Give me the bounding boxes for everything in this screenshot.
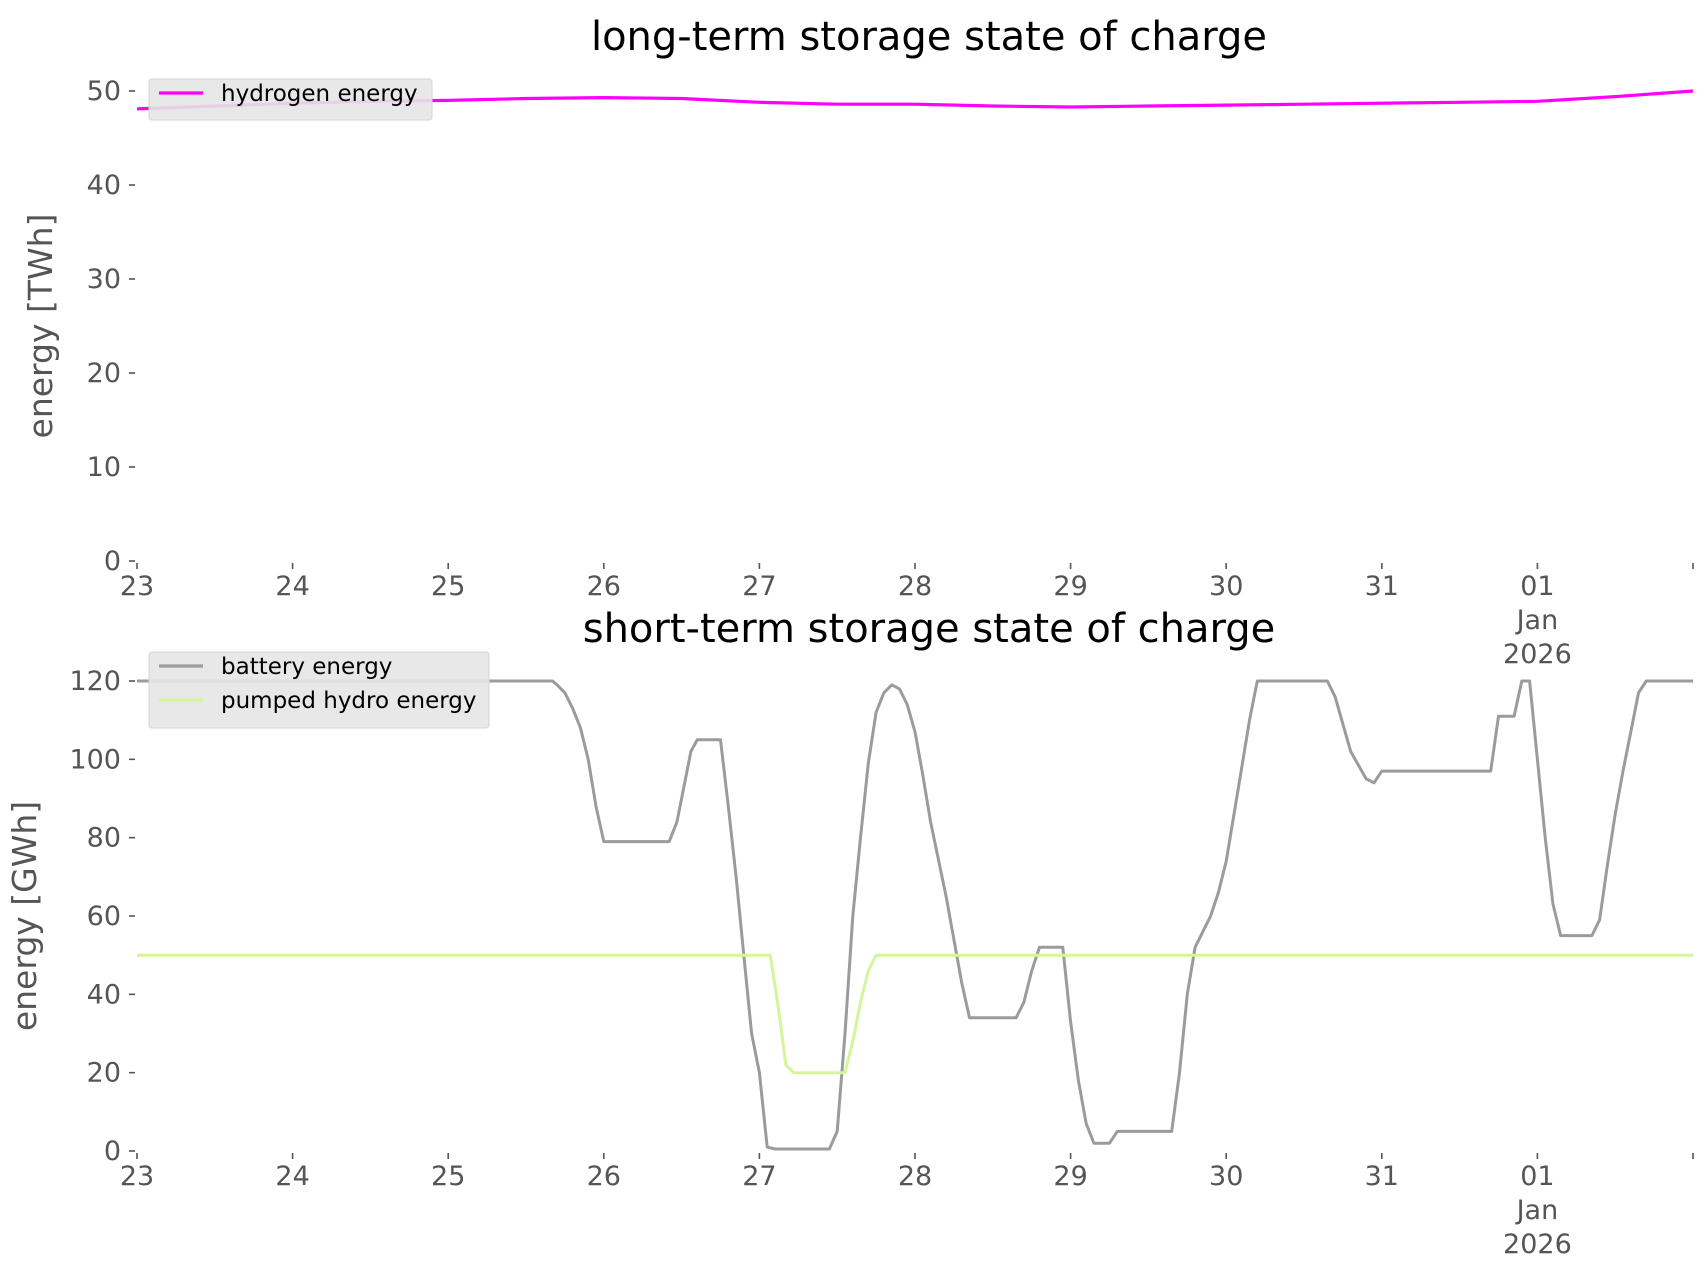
x-tick-label: 27 <box>742 571 776 602</box>
chart-title: short-term storage state of charge <box>583 606 1276 652</box>
x-tick-label: 28 <box>898 571 932 602</box>
x-tick-label: 24 <box>275 1161 309 1192</box>
y-tick-label: 20 <box>87 358 121 389</box>
x-tick-label: 31 <box>1365 1161 1399 1192</box>
y-tick-label: 100 <box>69 744 121 775</box>
pumped-hydro-energy-line <box>137 953 1693 1075</box>
x-tick-label: 25 <box>431 571 465 602</box>
x-tick-label: 2026 <box>1503 1229 1572 1260</box>
x-tick-label: 30 <box>1209 1161 1243 1192</box>
x-tick-label: 24 <box>275 571 309 602</box>
x-tick-label: 30 <box>1209 571 1243 602</box>
y-tick-label: 10 <box>87 452 121 483</box>
chart-title: long-term storage state of charge <box>591 14 1267 60</box>
y-tick-label: 40 <box>87 979 121 1010</box>
x-tick-label: 2026 <box>1503 639 1572 670</box>
long-term-storage-panel: long-term storage state of charge energy … <box>21 14 1694 670</box>
x-tick-label: 28 <box>898 1161 932 1192</box>
x-tick-label: Jan <box>1515 1195 1559 1226</box>
y-tick-label: 40 <box>87 170 121 201</box>
legend-entry: battery energy <box>221 654 392 680</box>
x-tick-label: 26 <box>587 1161 621 1192</box>
x-tick-label: Jan <box>1515 605 1559 636</box>
x-tick-label: 26 <box>587 571 621 602</box>
x-tick-label: 23 <box>120 571 154 602</box>
x-tick-label: 23 <box>120 1161 154 1192</box>
x-tick-label: 27 <box>742 1161 776 1192</box>
legend-box <box>148 651 490 729</box>
x-tick-label: 01 <box>1520 1161 1554 1192</box>
x-tick-label: 01 <box>1520 571 1554 602</box>
legend-entry: hydrogen energy <box>221 81 418 107</box>
y-tick-label: 120 <box>69 666 121 697</box>
y-tick-label: 0 <box>104 546 121 577</box>
short-term-storage-panel: short-term storage state of charge energy… <box>5 606 1694 1260</box>
legend: battery energy pumped hydro energy <box>148 651 490 729</box>
y-tick-label: 80 <box>87 823 121 854</box>
y-tick-label: 60 <box>87 901 121 932</box>
legend: hydrogen energy <box>148 78 433 121</box>
y-tick-label: 30 <box>87 264 121 295</box>
x-tick-label: 29 <box>1053 1161 1087 1192</box>
legend-entry: pumped hydro energy <box>221 688 477 714</box>
x-tick-label: 31 <box>1365 571 1399 602</box>
y-tick-label: 50 <box>87 76 121 107</box>
y-tick-label: 20 <box>87 1058 121 1089</box>
y-axis-label: energy [TWh] <box>21 214 60 439</box>
y-tick-label: 0 <box>104 1136 121 1167</box>
x-tick-label: 25 <box>431 1161 465 1192</box>
battery-energy-line <box>137 679 1693 1151</box>
y-axis-label: energy [GWh] <box>5 801 44 1031</box>
x-tick-label: 29 <box>1053 571 1087 602</box>
legend-box <box>148 78 433 121</box>
